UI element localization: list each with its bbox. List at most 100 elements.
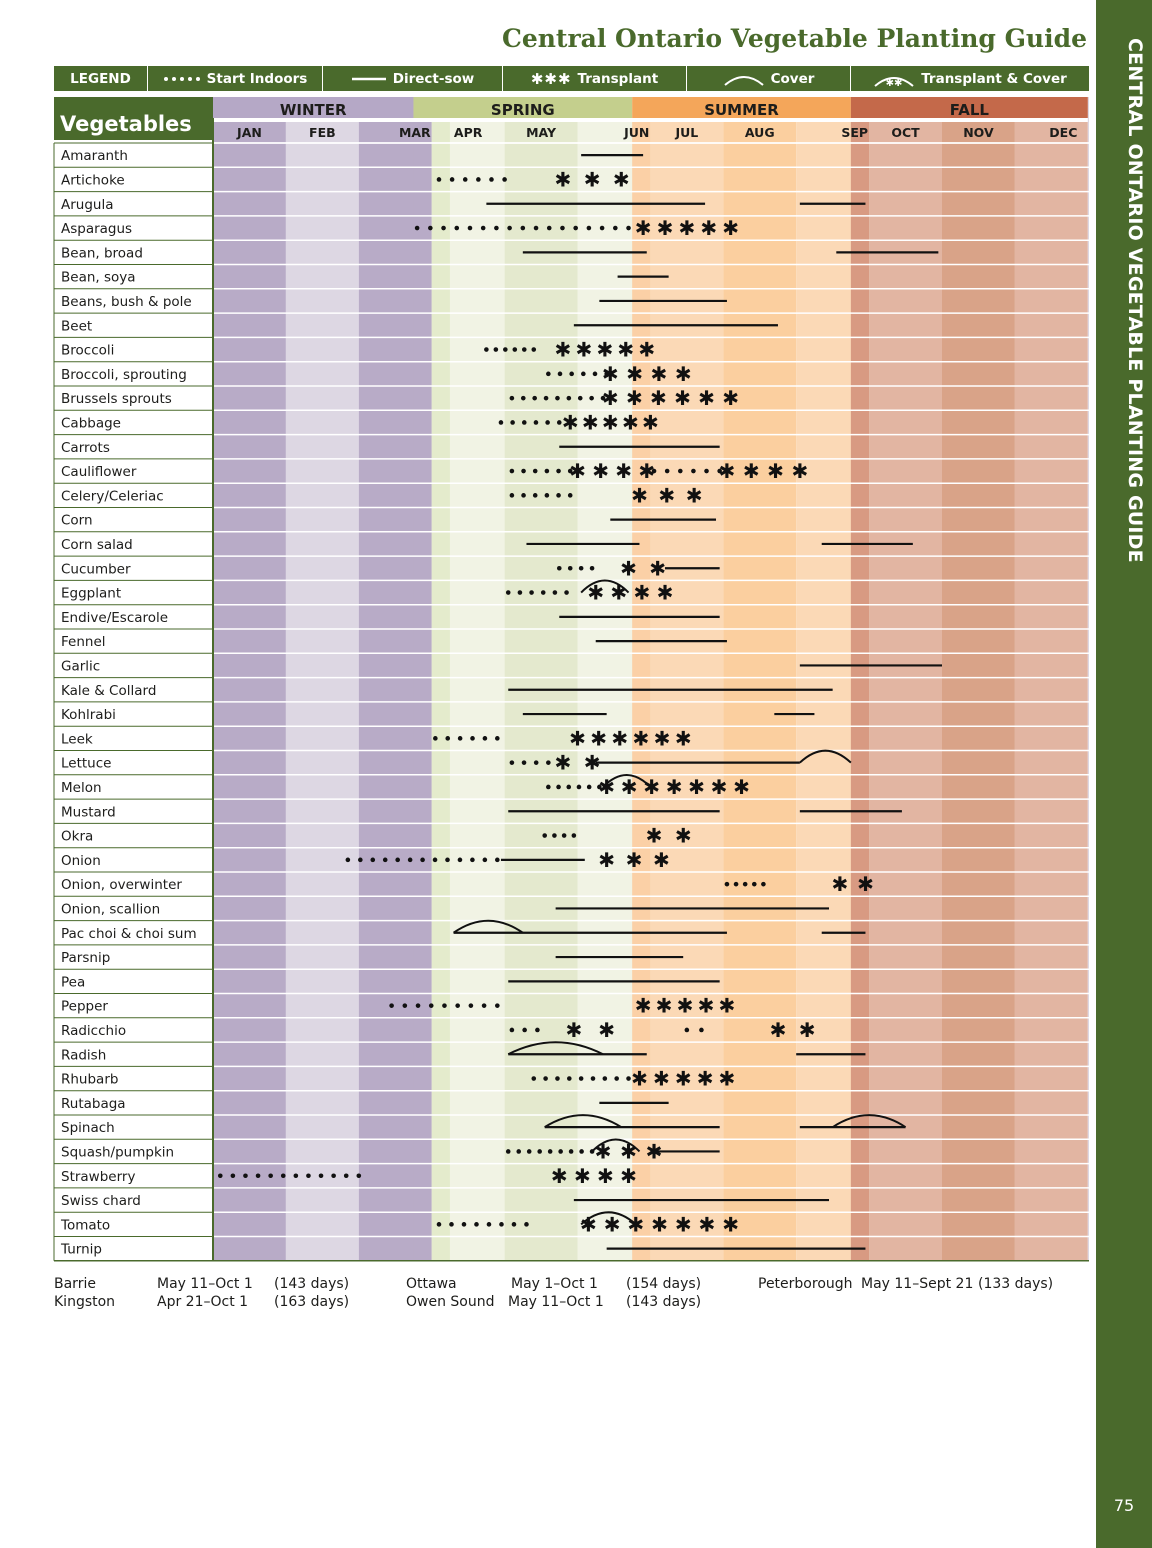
start-indoors-dot [414,225,420,231]
transplant-asterisk: ✱ [615,459,632,483]
frost-dates: May 1–Oct 1 [511,1276,598,1292]
start-indoors-dot [445,736,451,741]
transplant-asterisk: ✱ [638,338,655,362]
start-indoors-dot [552,833,557,838]
transplant-asterisk: ✱ [580,1212,597,1236]
transplant-asterisk: ✱ [666,775,683,799]
month-band [285,122,359,1261]
vegetable-name: Onion, overwinter [61,877,182,893]
start-indoors-dot [742,881,748,887]
season-bar [413,97,633,118]
start-indoors-dot [484,347,489,352]
transplant-asterisk: ✱ [642,410,659,434]
month-band [431,122,450,1261]
month-band [413,122,432,1261]
start-indoors-dot [546,371,551,377]
vegetables-header-bg [54,97,213,140]
start-indoors-dot [516,1149,522,1154]
frost-days: (133 days) [978,1276,1054,1292]
transplant-asterisk: ✱ [719,1067,736,1091]
cover-arc [799,749,852,764]
transplant-asterisk: ✱ [611,726,628,750]
month-label: OCT [891,125,920,140]
start-indoors-dot [470,736,475,741]
start-indoors-dot [457,736,463,741]
transplant-asterisk: ✱ [649,556,666,580]
month-band [723,122,797,1261]
transplant-asterisk: ✱ [700,216,717,240]
start-indoors-dot [556,565,562,571]
legend-start-indoors-label: Start Indoors [206,70,308,87]
start-indoors-dot [529,590,534,595]
transplant-asterisk: ✱ [651,362,668,386]
start-indoors-dot [717,468,722,474]
month-label: JAN [236,125,262,140]
season-label: FALL [950,101,990,119]
start-indoors-dot [526,1149,532,1154]
start-indoors-dot [230,1173,236,1179]
start-indoors-dot [480,225,486,231]
start-indoors-dot [564,590,569,595]
start-indoors-dot [524,1222,529,1227]
start-indoors-dot [493,347,499,352]
transplant-asterisk: ✱ [857,872,874,896]
transplant-asterisk: ✱ [587,581,604,605]
start-indoors-dot [428,1003,434,1008]
start-indoors-dot [531,347,537,352]
start-indoors-dot [626,225,631,231]
transplant-asterisk: ✱ [592,459,609,483]
transplant-asterisk: ✱ [658,483,675,507]
start-indoors-dot [567,468,573,474]
transplant-asterisk: ✱ [562,410,579,434]
frost-city: Kingston [54,1294,116,1310]
start-indoors-dot [343,1173,349,1179]
start-indoors-dot [407,857,413,863]
transplant-asterisk: ✱ [602,386,619,410]
transplant-asterisk: ✱ [596,338,613,362]
month-label: MAR [399,125,431,140]
vegetable-name: Garlic [61,658,100,674]
legend-transplant-label: Transplant [577,70,659,87]
legend-direct-sow-label: Direct-sow [392,70,475,87]
start-indoors-dot [505,590,511,595]
start-indoors-dot [442,1003,447,1008]
start-indoors-dot [586,225,592,231]
frost-dates: May 11–Sept 21 [861,1276,974,1292]
start-indoors-dot [699,1027,704,1033]
transplant-asterisk: ✱ [631,1067,648,1091]
start-indoors-dot [546,225,552,231]
transplant-asterisk: ✱ [674,386,691,410]
start-indoors-dot [555,1076,560,1081]
frost-days: (154 days) [626,1276,702,1292]
transplant-asterisk: ✱ [584,751,601,775]
start-indoors-dot [389,1003,394,1008]
vegetable-names: Amaranth Artichoke Arugula Asparagus Bean, b… [60,148,197,1258]
transplant-asterisk: ✱ [575,338,592,362]
season-label: WINTER [280,101,347,119]
start-indoors-dot [449,177,455,182]
month-band [850,122,870,1261]
start-indoors-dot [420,857,425,863]
legend-title: LEGEND [70,70,131,87]
transplant-asterisk: ✱ [555,167,572,191]
legend-label: LEGEND [54,66,147,91]
start-indoors-dot [382,857,388,863]
month-band [1014,122,1088,1261]
side-banner [1096,0,1152,1548]
vegetable-name: Amaranth [61,148,128,164]
frost-city: Peterborough [758,1276,853,1292]
start-indoors-dot [415,1003,421,1008]
start-indoors-dot [402,1003,408,1008]
start-indoors-dot [556,784,561,790]
cover-arc [544,1114,622,1128]
transplant-asterisk: ✱ [590,726,607,750]
frost-days: (143 days) [626,1294,702,1310]
vegetable-name: Parsnip [61,950,110,966]
month-band [869,122,942,1261]
transplant-asterisk: ✱ [598,848,615,872]
vegetable-name: Celery/Celeriac [61,488,164,504]
frost-city: Barrie [54,1276,96,1292]
start-indoors-dot [677,468,683,474]
transplant-asterisk: ✱ [688,775,705,799]
